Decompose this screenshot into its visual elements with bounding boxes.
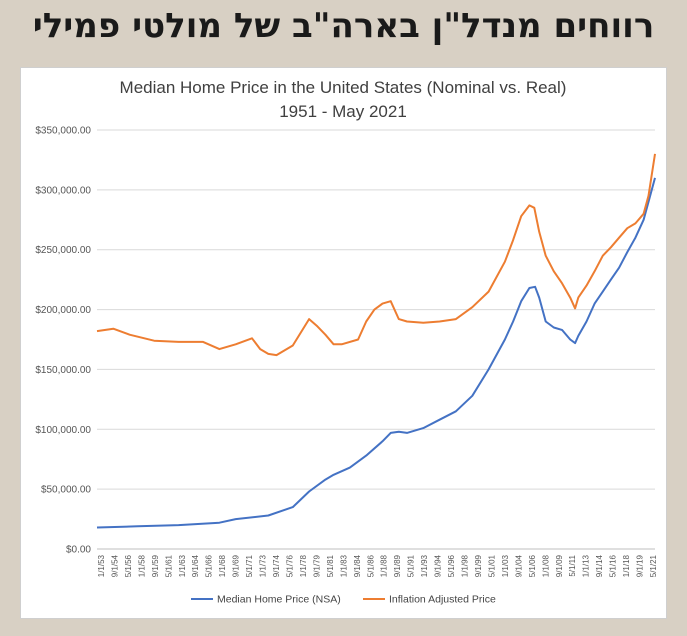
legend-nominal-label: Median Home Price (NSA): [217, 594, 341, 606]
x-tick-label: 5/1/91: [407, 554, 416, 577]
x-tick-label: 9/1/14: [595, 554, 604, 577]
page-heading: רווחים מנדל"ן בארה"ב של מולטי פמילי: [32, 6, 655, 46]
series-line-real: [96, 153, 656, 357]
x-tick-label: 9/1/99: [474, 554, 483, 577]
y-tick-label: $0.00: [66, 545, 91, 556]
y-tick-label: $200,000.00: [35, 305, 91, 316]
x-tick-label: 9/1/09: [555, 554, 564, 577]
chart-subtitle: 1951 - May 2021: [279, 102, 407, 121]
legend: Median Home Price (NSA) Inflation Adjuste…: [191, 594, 496, 606]
x-tick-label: 1/1/08: [541, 554, 550, 577]
legend-real-label: Inflation Adjusted Price: [389, 594, 496, 606]
x-tick-label: 1/1/18: [622, 554, 631, 577]
x-tick-label: 1/1/78: [299, 554, 308, 577]
x-tick-label: 5/1/21: [649, 554, 658, 577]
series-line-nominal: [96, 177, 656, 529]
line-chart: Median Home Price in the United States (…: [35, 78, 658, 606]
x-tick-label: 1/1/88: [380, 554, 389, 577]
x-tick-label: 5/1/11: [568, 554, 577, 576]
x-tick-label: 5/1/06: [528, 554, 537, 577]
x-tick-label: 1/1/53: [97, 554, 106, 577]
x-tick-label: 1/1/98: [461, 554, 470, 577]
x-tick-label: 5/1/86: [366, 554, 375, 577]
y-tick-label: $50,000.00: [41, 485, 91, 496]
chart-title: Median Home Price in the United States (…: [120, 78, 567, 97]
y-axis-ticks: $0.00 $50,000.00 $100,000.00 $150,000.00 $20…: [35, 126, 91, 556]
x-tick-label: 1/1/68: [218, 554, 227, 577]
x-tick-label: 9/1/79: [312, 554, 321, 577]
chart-card: Median Home Price in the United States (…: [20, 67, 667, 619]
x-tick-label: 5/1/61: [164, 554, 173, 577]
x-tick-label: 1/1/73: [259, 554, 268, 577]
x-tick-label: 5/1/01: [487, 554, 496, 577]
x-tick-label: 1/1/93: [420, 554, 429, 577]
x-tick-label: 9/1/94: [434, 554, 443, 577]
y-tick-label: $350,000.00: [35, 126, 91, 137]
series-lines: [96, 153, 656, 529]
x-axis-ticks: 1/1/53 9/1/54 5/1/56 1/1/58 9/1/59 5/1/61 1/1/…: [97, 554, 658, 577]
y-tick-label: $250,000.00: [35, 245, 91, 256]
x-tick-label: 1/1/58: [137, 554, 146, 577]
x-tick-label: 5/1/71: [245, 554, 254, 577]
x-tick-label: 1/1/03: [501, 554, 510, 577]
x-tick-label: 1/1/13: [582, 554, 591, 577]
x-tick-label: 9/1/84: [353, 554, 362, 577]
x-tick-label: 5/1/81: [326, 554, 335, 577]
x-tick-label: 9/1/89: [393, 554, 402, 577]
y-tick-label: $300,000.00: [35, 185, 91, 196]
x-tick-label: 9/1/74: [272, 554, 281, 577]
x-tick-label: 1/1/63: [178, 554, 187, 577]
x-tick-label: 5/1/16: [609, 554, 618, 577]
x-tick-label: 9/1/04: [514, 554, 523, 577]
x-tick-label: 9/1/54: [110, 554, 119, 577]
x-tick-label: 9/1/69: [232, 554, 241, 577]
x-tick-label: 9/1/59: [151, 554, 160, 577]
x-tick-label: 5/1/56: [124, 554, 133, 577]
x-tick-label: 1/1/83: [339, 554, 348, 577]
x-tick-label: 9/1/19: [636, 554, 645, 577]
y-tick-label: $150,000.00: [35, 365, 91, 376]
x-tick-label: 5/1/66: [205, 554, 214, 577]
x-tick-label: 5/1/96: [447, 554, 456, 577]
x-tick-label: 5/1/76: [285, 554, 294, 577]
y-tick-label: $100,000.00: [35, 425, 91, 436]
x-tick-label: 9/1/64: [191, 554, 200, 577]
